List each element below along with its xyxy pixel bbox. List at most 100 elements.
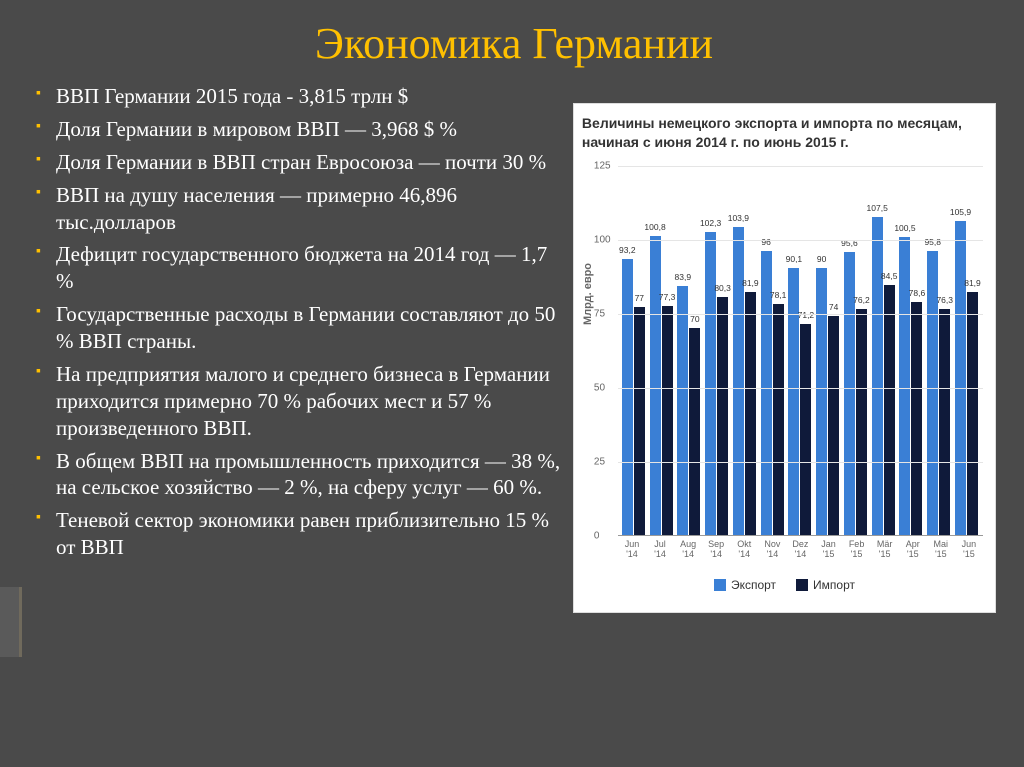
chart-bar-value-label: 81,9	[964, 278, 981, 288]
chart-bar-value-label: 78,6	[909, 288, 926, 298]
chart-plot-area: Млрд. евро 93,277100,877,383,970102,380,…	[618, 166, 983, 536]
chart-bar-value-label: 100,8	[644, 222, 665, 232]
chart-legend: Экспорт Импорт	[582, 578, 987, 592]
chart-bars: 93,277100,877,383,970102,380,3103,981,99…	[618, 166, 983, 535]
bullet-item: Доля Германии в ВВП стран Евросоюза — по…	[32, 149, 563, 176]
chart-gridline	[618, 388, 983, 389]
chart-bar-value-label: 103,9	[728, 213, 749, 223]
chart-ytick: 125	[594, 160, 611, 171]
chart-bar-value-label: 80,3	[714, 283, 731, 293]
bullet-item: На предприятия малого и среднего бизнеса…	[32, 361, 563, 442]
chart-ytick: 100	[594, 234, 611, 245]
chart-bar: 105,9	[955, 221, 966, 534]
chart-bar: 95,8	[927, 251, 938, 535]
chart-legend-swatch	[796, 579, 808, 591]
chart-bar: 81,9	[745, 292, 756, 534]
chart-bar: 80,3	[717, 297, 728, 535]
chart-legend-label: Импорт	[813, 578, 855, 592]
chart-legend-item: Экспорт	[714, 578, 776, 592]
chart-bar: 100,5	[899, 237, 910, 534]
chart-bar-value-label: 76,2	[853, 295, 870, 305]
chart-bar: 90	[816, 268, 827, 534]
chart-bar: 70	[689, 328, 700, 535]
bullet-item: Дефицит государственного бюджета на 2014…	[32, 241, 563, 295]
chart-bar-value-label: 96	[761, 237, 770, 247]
chart-bar-group: 93,277	[622, 259, 646, 535]
content-row: ВВП Германии 2015 года - 3,815 трлн $ Дол…	[32, 83, 996, 613]
bullet-item: ВВП на душу населения — примерно 46,896 …	[32, 182, 563, 236]
chart-legend-swatch	[714, 579, 726, 591]
chart-x-label: Jun'14	[620, 540, 644, 560]
chart-bar-value-label: 70	[690, 314, 699, 324]
bullet-item: ВВП Германии 2015 года - 3,815 трлн $	[32, 83, 563, 110]
chart-ytick: 75	[594, 308, 605, 319]
chart-panel: Величины немецкого экспорта и импорта по…	[573, 103, 996, 613]
chart-bar-group: 83,970	[677, 286, 701, 534]
chart-x-label: Dez'14	[788, 540, 812, 560]
chart-bar-value-label: 93,2	[619, 245, 636, 255]
chart-bar: 83,9	[677, 286, 688, 534]
chart-bar-group: 95,876,3	[927, 251, 951, 535]
chart-x-label: Aug'14	[676, 540, 700, 560]
chart-bar: 103,9	[733, 227, 744, 535]
chart-bar: 77,3	[662, 306, 673, 535]
chart-x-label: Mär'15	[873, 540, 897, 560]
chart-bar-group: 95,676,2	[844, 252, 868, 535]
chart-bar: 76,3	[939, 309, 950, 535]
chart-bar-value-label: 71,2	[798, 310, 815, 320]
chart-bar-value-label: 95,8	[924, 237, 941, 247]
chart-x-label: Apr'15	[901, 540, 925, 560]
chart-bar-value-label: 84,5	[881, 271, 898, 281]
chart-x-label: Jan'15	[817, 540, 841, 560]
chart-x-label: Nov'14	[760, 540, 784, 560]
bullet-item: Государственные расходы в Германии соста…	[32, 301, 563, 355]
page-title: Экономика Германии	[32, 18, 996, 69]
slide: Экономика Германии ВВП Германии 2015 год…	[0, 0, 1024, 767]
chart-bar-value-label: 77	[635, 293, 644, 303]
chart-bar-value-label: 77,3	[659, 292, 676, 302]
bullet-item: Теневой сектор экономики равен приблизит…	[32, 507, 563, 561]
bullet-item: В общем ВВП на промышленность приходится…	[32, 448, 563, 502]
chart-bar: 100,8	[650, 236, 661, 534]
chart-x-label: Jul'14	[648, 540, 672, 560]
chart-y-axis-label: Млрд. евро	[582, 263, 594, 325]
chart-bar-group: 102,380,3	[705, 232, 729, 535]
chart-bar: 90,1	[788, 268, 799, 535]
chart-bar: 81,9	[967, 292, 978, 534]
chart-x-label: Okt'14	[732, 540, 756, 560]
chart-bar-value-label: 90,1	[786, 254, 803, 264]
chart-gridline	[618, 240, 983, 241]
chart-bar-value-label: 76,3	[936, 295, 953, 305]
chart-bar-value-label: 107,5	[867, 203, 888, 213]
chart-legend-label: Экспорт	[731, 578, 776, 592]
chart-bar: 76,2	[856, 309, 867, 535]
chart-bar-group: 9678,1	[761, 251, 785, 535]
chart-x-label: Jun'15	[957, 540, 981, 560]
chart-bar-value-label: 83,9	[675, 272, 692, 282]
chart-bar-group: 103,981,9	[733, 227, 757, 535]
chart-bar: 102,3	[705, 232, 716, 535]
chart-gridline	[618, 462, 983, 463]
chart-x-labels: Jun'14Jul'14Aug'14Sep'14Okt'14Nov'14Dez'…	[618, 540, 983, 560]
chart-bar-value-label: 100,5	[894, 223, 915, 233]
chart-ytick: 0	[594, 530, 600, 541]
chart-x-label: Sep'14	[704, 540, 728, 560]
chart-bar: 78,6	[911, 302, 922, 535]
chart-bar-group: 100,877,3	[650, 236, 674, 534]
chart-bar: 107,5	[872, 217, 883, 535]
chart-x-label: Feb'15	[845, 540, 869, 560]
chart-bar: 74	[828, 316, 839, 535]
chart-ytick: 25	[594, 456, 605, 467]
chart-bar-group: 105,981,9	[955, 221, 979, 534]
chart-gridline	[618, 166, 983, 167]
chart-bar: 78,1	[773, 304, 784, 535]
chart-bar-group: 90,171,2	[788, 268, 812, 535]
chart-bar: 71,2	[800, 324, 811, 535]
chart-bar-value-label: 102,3	[700, 218, 721, 228]
chart-bar-group: 100,578,6	[899, 237, 923, 534]
chart-bar-value-label: 105,9	[950, 207, 971, 217]
chart-bar: 84,5	[884, 285, 895, 535]
chart-bar-group: 9074	[816, 268, 840, 534]
chart-legend-item: Импорт	[796, 578, 855, 592]
chart-bar: 93,2	[622, 259, 633, 535]
